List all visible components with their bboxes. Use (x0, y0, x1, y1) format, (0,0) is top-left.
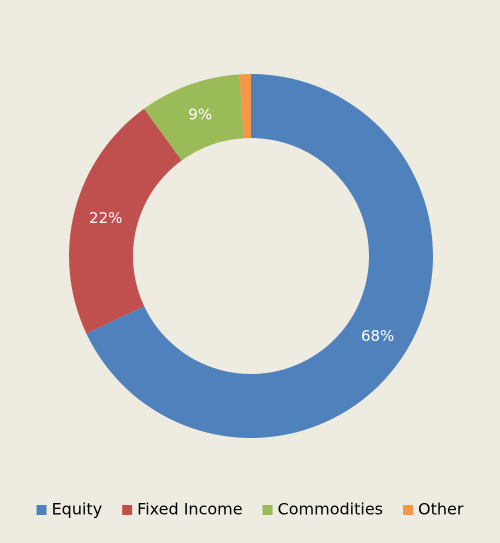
value-label: 9% (188, 105, 212, 123)
legend-label: Other (418, 500, 464, 519)
legend-label: Commodities (278, 500, 383, 519)
legend-swatch (403, 505, 413, 515)
legend-swatch (36, 505, 47, 515)
legend-swatch (122, 505, 133, 515)
donut-segment (68, 108, 182, 334)
value-label: 68% (361, 327, 394, 345)
legend-label: Equity (52, 500, 103, 519)
donut-segment (86, 74, 434, 438)
donut-segment (144, 74, 244, 161)
legend-swatch (262, 505, 273, 515)
value-label: 22% (89, 209, 122, 227)
legend-label: Fixed Income (137, 500, 242, 519)
donut-segment (239, 74, 251, 139)
